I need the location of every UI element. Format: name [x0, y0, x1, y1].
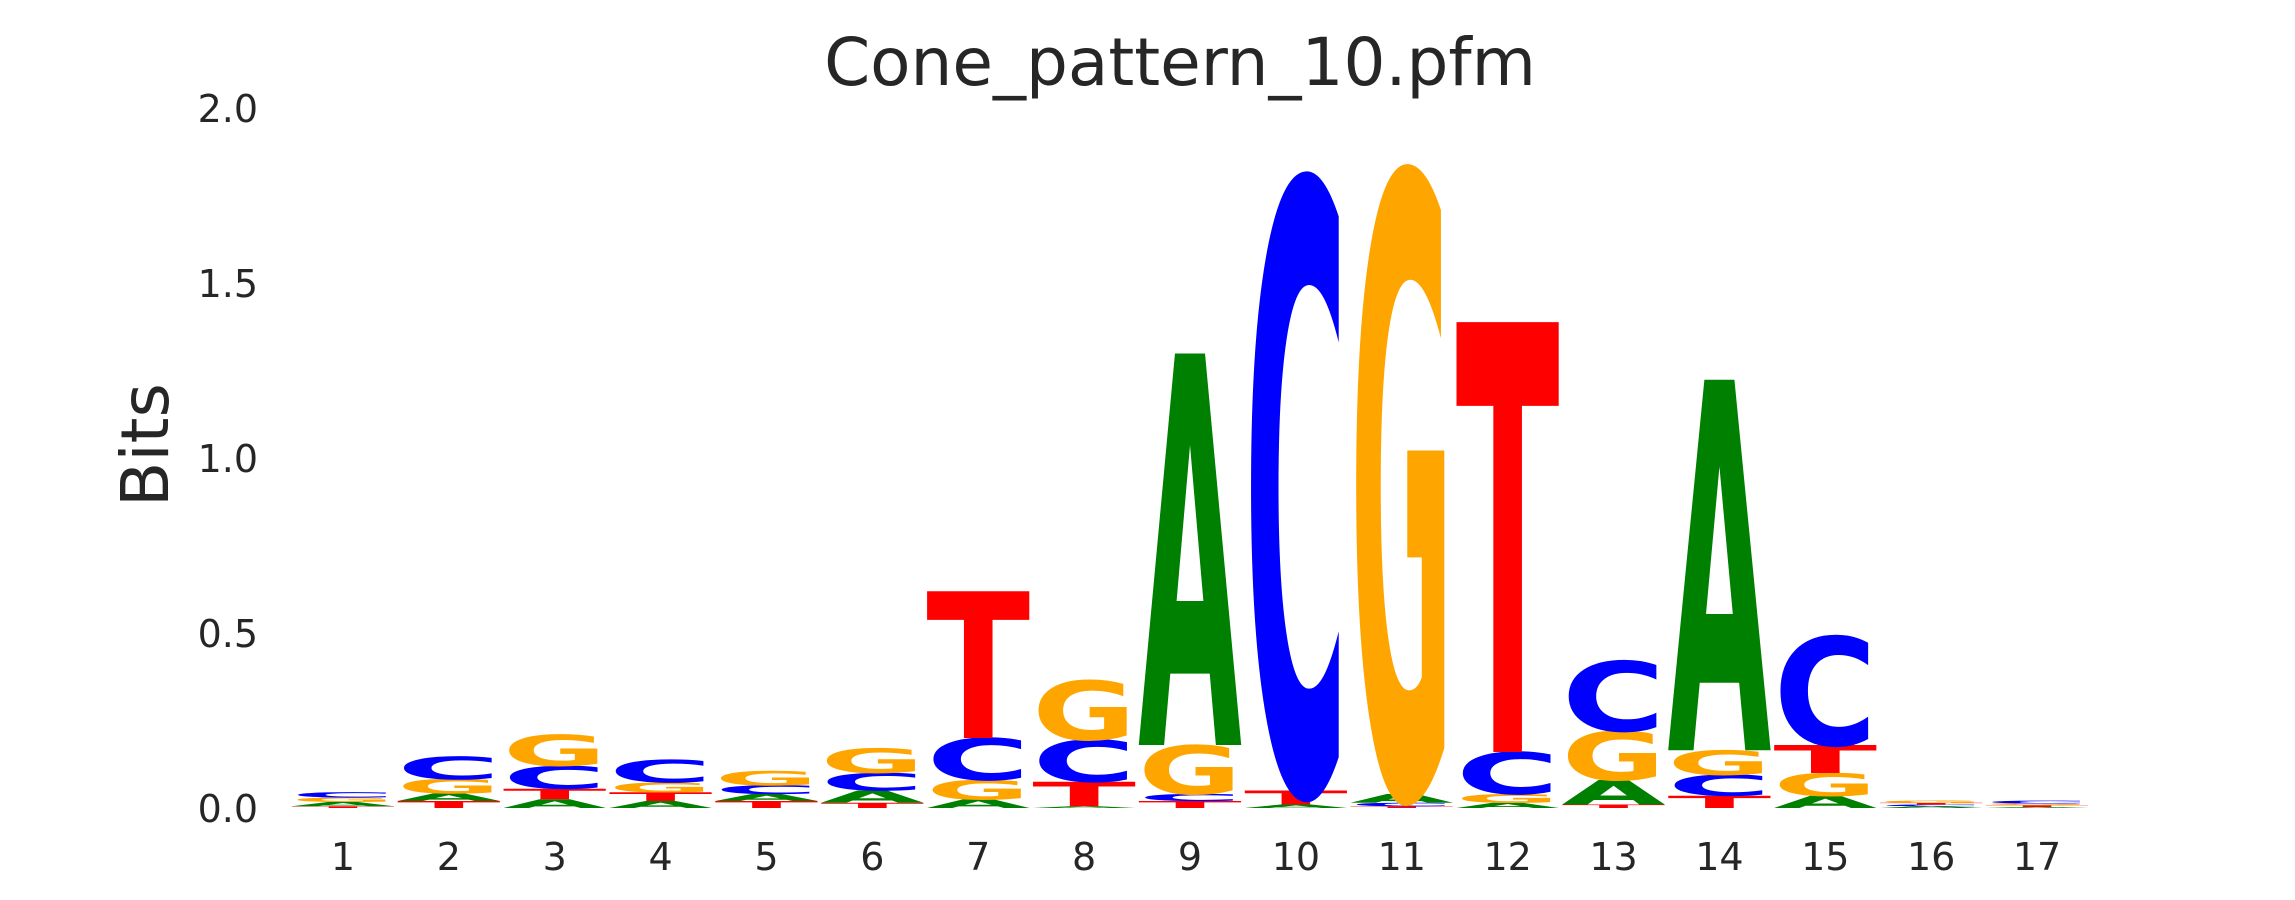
letter-a	[1138, 248, 1243, 872]
position-stack	[1562, 643, 1666, 813]
letter-c	[609, 754, 713, 790]
letter-g	[715, 768, 819, 790]
position-stack	[1138, 248, 1243, 872]
y-tick-label: 0.0	[198, 787, 258, 831]
x-tick-label: 4	[648, 835, 672, 879]
position-stack	[291, 791, 395, 809]
letter-t	[1456, 204, 1561, 891]
position-stack	[1879, 799, 1983, 808]
letter-t	[926, 552, 1030, 787]
letter-c	[1244, 18, 1348, 900]
x-tick-label: 15	[1801, 835, 1849, 879]
position-stack	[1032, 665, 1136, 815]
position-stack	[715, 768, 819, 811]
y-tick-label: 0.5	[198, 612, 258, 656]
y-axis-ticks: 0.0 0.5 1.0 1.5 2.0	[198, 87, 258, 831]
x-tick-label: 8	[1072, 835, 1096, 879]
y-tick-label: 1.0	[198, 437, 258, 481]
position-stack	[1350, 8, 1454, 900]
position-stack	[1456, 204, 1561, 891]
x-tick-label: 1	[331, 835, 355, 879]
position-stack	[1773, 608, 1877, 812]
x-tick-label: 6	[860, 835, 884, 879]
x-tick-label: 5	[754, 835, 778, 879]
letter-stacks	[291, 8, 2089, 900]
position-stack	[1668, 278, 1773, 870]
y-tick-label: 2.0	[198, 87, 258, 131]
letter-g	[820, 742, 924, 781]
letter-c	[291, 791, 395, 799]
position-stack	[1985, 800, 2089, 808]
letter-g	[1350, 8, 1454, 900]
x-tick-label: 17	[2013, 835, 2061, 879]
letter-a	[1668, 278, 1773, 870]
letter-g	[503, 726, 607, 776]
position-stack	[609, 754, 713, 810]
position-stack	[1244, 18, 1348, 900]
position-stack	[397, 751, 501, 811]
y-tick-label: 1.5	[198, 262, 258, 306]
letter-c	[1773, 608, 1877, 781]
x-tick-label: 16	[1907, 835, 1955, 879]
letter-c	[397, 751, 501, 787]
letter-c	[1562, 643, 1666, 754]
x-tick-label: 3	[543, 835, 567, 879]
x-tick-label: 2	[437, 835, 461, 879]
position-stack	[926, 552, 1030, 811]
position-stack	[820, 742, 924, 810]
letter-c	[1985, 800, 2089, 804]
x-tick-label: 13	[1589, 835, 1637, 879]
y-axis-label: Bits	[107, 383, 184, 507]
x-tick-label: 7	[966, 835, 990, 879]
letter-g	[1879, 799, 1983, 803]
position-stack	[503, 726, 607, 811]
letter-g	[1032, 665, 1136, 760]
